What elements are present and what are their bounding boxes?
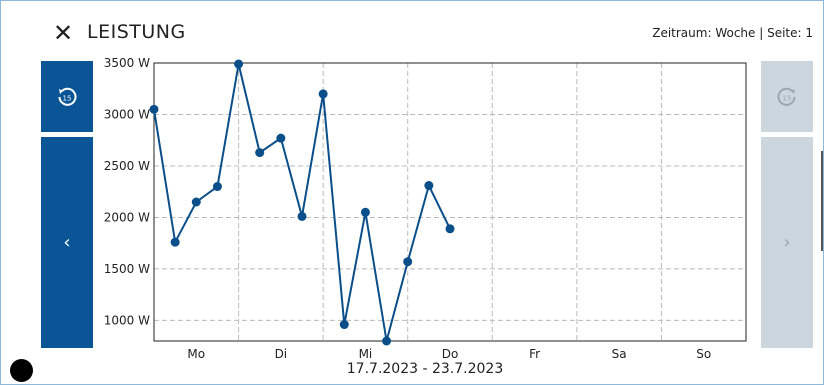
data-point (339, 320, 349, 330)
x-tick-label: Mi (359, 347, 373, 361)
x-tick-label: So (696, 347, 711, 361)
scrollbar (821, 151, 823, 251)
skip-back-icon: 15 (58, 87, 77, 106)
prev-button[interactable]: ‹ (41, 137, 93, 348)
data-point (170, 237, 180, 247)
skip-back-button[interactable]: 15 (41, 61, 93, 132)
close-button[interactable]: ✕ (53, 19, 74, 47)
x-tick-label: Mo (187, 347, 205, 361)
y-tick-label: 1500 W (104, 262, 150, 276)
status-dot (10, 359, 33, 382)
x-tick-label: Fr (529, 347, 540, 361)
data-point (234, 59, 244, 69)
data-point (424, 181, 434, 191)
data-point (382, 336, 392, 346)
data-point (212, 182, 222, 192)
x-tick-label: Sa (612, 347, 627, 361)
y-tick-label: 3000 W (104, 107, 150, 121)
y-tick-label: 1000 W (104, 313, 150, 327)
x-axis-label: 17.7.2023 - 23.7.2023 (347, 361, 503, 377)
data-point (255, 148, 265, 158)
skip-label: 15 (63, 94, 72, 102)
data-point (297, 211, 307, 221)
x-tick-label: Di (275, 347, 288, 361)
data-point (276, 133, 286, 143)
y-tick-label: 2500 W (104, 159, 150, 173)
x-tick-label: Do (442, 347, 459, 361)
period-info: Zeitraum: Woche | Seite: 1 (652, 26, 813, 40)
y-tick-label: 3500 W (104, 56, 150, 70)
data-point (360, 207, 370, 217)
data-point (149, 104, 159, 114)
chart: 17.7.2023 - 23.7.2023 1000 W 1500 W 2000 W… (104, 56, 747, 377)
plot-frame (153, 62, 747, 342)
page-title: LEISTUNG (87, 21, 186, 43)
y-tick-label: 2000 W (104, 210, 150, 224)
data-point (191, 197, 201, 207)
next-button[interactable]: › (761, 137, 813, 348)
skip-forward-button[interactable]: 15 (761, 61, 813, 132)
skip-forward-icon: 15 (777, 87, 796, 106)
data-point (445, 224, 455, 234)
data-point (318, 89, 328, 99)
data-point (403, 257, 413, 267)
skip-label: 15 (783, 94, 792, 102)
